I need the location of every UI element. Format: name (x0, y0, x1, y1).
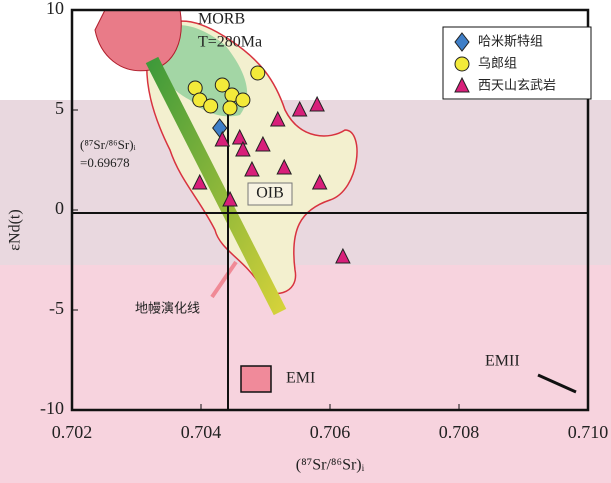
point (222, 190, 238, 207)
legend-label: 哈米斯特组 (478, 35, 543, 50)
arrow (537, 373, 577, 394)
point (454, 76, 470, 93)
emi-box (240, 365, 272, 393)
y-axis-label: εNd(t) (7, 209, 24, 250)
annotation: MORB (198, 11, 245, 28)
y-tick-label: 0 (55, 198, 64, 218)
annotation: T=280Ma (198, 34, 262, 51)
point (214, 77, 230, 93)
point (291, 100, 308, 117)
point (309, 95, 325, 112)
point (214, 130, 231, 147)
point (244, 160, 260, 177)
x-tick-label: 0.710 (568, 422, 609, 442)
y-tick-label: 5 (55, 98, 64, 118)
point (231, 128, 248, 145)
point (276, 158, 293, 175)
point (311, 173, 328, 190)
point (454, 56, 470, 72)
mantle-evolution-line (145, 56, 287, 316)
point (255, 135, 271, 152)
y-tick-label: 10 (46, 0, 64, 18)
point (203, 98, 219, 114)
point (454, 32, 470, 52)
annotation: OIB (256, 185, 284, 202)
point (235, 92, 251, 108)
overlay-band (0, 265, 611, 483)
point (222, 100, 238, 116)
annotation: EMII (485, 353, 520, 370)
legend-label: 西天山玄武岩 (478, 79, 556, 94)
point (250, 65, 266, 81)
point (235, 140, 251, 157)
y-tick-label: -5 (49, 298, 64, 318)
x-tick-label: 0.706 (310, 422, 351, 442)
annotation: 地幔演化线 (135, 301, 200, 317)
x-axis-label: (⁸⁷Sr/⁸⁶Sr)ᵢ (296, 457, 365, 474)
annotation: =0.69678 (80, 155, 130, 170)
legend-label: 乌郎组 (478, 56, 517, 72)
annotation: (⁸⁷Sr/⁸⁶Sr)ᵢ (80, 137, 137, 152)
point (335, 247, 351, 264)
x-tick-label: 0.702 (52, 422, 93, 442)
y-tick-label: -10 (40, 398, 64, 418)
point (191, 173, 208, 190)
x-tick-label: 0.708 (439, 422, 480, 442)
annotation: EMI (286, 370, 315, 387)
point (269, 110, 286, 127)
x-tick-label: 0.704 (181, 422, 222, 442)
oib-box (247, 182, 293, 206)
arrow (210, 260, 238, 299)
